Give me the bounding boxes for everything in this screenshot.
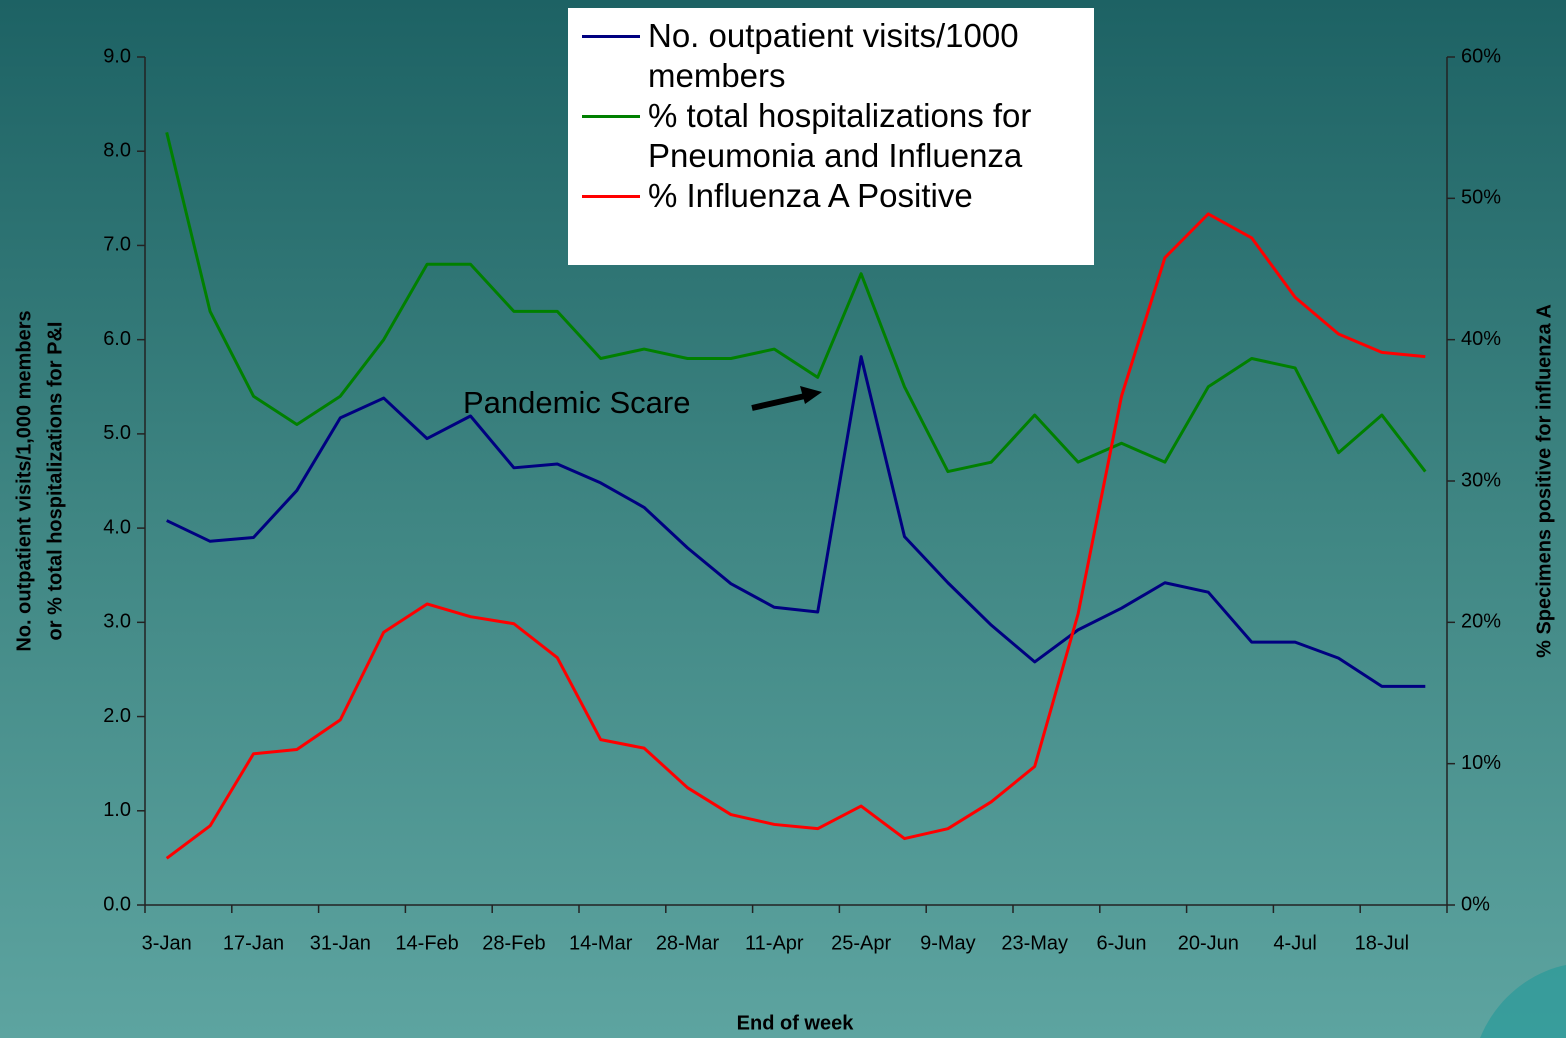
x-tick-label: 18-Jul bbox=[1355, 932, 1409, 954]
y2-tick-label: 60% bbox=[1461, 45, 1501, 67]
x-tick-label: 31-Jan bbox=[310, 932, 371, 954]
y-tick-label: 2.0 bbox=[103, 705, 131, 727]
legend-label: No. outpatient visits/1000 members bbox=[648, 17, 1019, 94]
y-tick-label: 0.0 bbox=[103, 893, 131, 915]
decoration bbox=[1480, 965, 1566, 1038]
y-axis-title: or % total hospitalizations for P&I bbox=[44, 322, 66, 641]
x-tick-label: 4-Jul bbox=[1273, 932, 1316, 954]
y2-axis-title: % Specimens positive for influenza A bbox=[1533, 304, 1555, 658]
series-line bbox=[166, 355, 1426, 688]
y2-tick-label: 30% bbox=[1461, 469, 1501, 491]
y-tick-label: 9.0 bbox=[103, 45, 131, 67]
y-tick-label: 4.0 bbox=[103, 516, 131, 538]
y2-tick-label: 50% bbox=[1461, 187, 1501, 209]
legend-swatch bbox=[582, 195, 640, 198]
legend-entry: % Influenza A Positive bbox=[582, 176, 1094, 216]
y-tick-label: 5.0 bbox=[103, 422, 131, 444]
y2-tick-label: 40% bbox=[1461, 328, 1501, 350]
y-tick-label: 1.0 bbox=[103, 799, 131, 821]
y2-tick-label: 20% bbox=[1461, 611, 1501, 633]
y-tick-label: 7.0 bbox=[103, 234, 131, 256]
y-tick-label: 6.0 bbox=[103, 328, 131, 350]
y2-tick-label: 10% bbox=[1461, 752, 1501, 774]
legend-swatch bbox=[582, 35, 640, 38]
annotation: Pandemic Scare bbox=[463, 385, 690, 420]
x-tick-label: 11-Apr bbox=[745, 932, 804, 954]
y-tick-label: 8.0 bbox=[103, 140, 131, 162]
legend-swatch bbox=[582, 115, 640, 118]
series-line bbox=[165, 212, 1426, 860]
legend: No. outpatient visits/1000 members% tota… bbox=[568, 8, 1094, 265]
legend-label: % total hospitalizations for Pneumonia a… bbox=[648, 97, 1032, 174]
annotation-arrowhead bbox=[800, 386, 822, 404]
x-tick-label: 17-Jan bbox=[223, 932, 284, 954]
y2-tick-label: 0% bbox=[1461, 893, 1490, 915]
x-axis-title: End of week bbox=[737, 1012, 855, 1034]
series-line bbox=[165, 132, 1427, 474]
x-tick-label: 14-Feb bbox=[395, 932, 458, 954]
legend-entry: No. outpatient visits/1000 members bbox=[582, 16, 1094, 96]
x-tick-label: 6-Jun bbox=[1096, 932, 1146, 954]
x-tick-label: 9-May bbox=[920, 932, 976, 954]
x-tick-label: 28-Mar bbox=[656, 932, 720, 954]
x-tick-label: 3-Jan bbox=[142, 932, 192, 954]
y-axis-title: No. outpatient visits/1,000 members bbox=[13, 310, 35, 651]
x-tick-label: 20-Jun bbox=[1178, 932, 1239, 954]
y-tick-label: 3.0 bbox=[103, 611, 131, 633]
x-tick-label: 25-Apr bbox=[831, 932, 891, 954]
legend-entry: % total hospitalizations for Pneumonia a… bbox=[582, 96, 1094, 176]
x-tick-label: 23-May bbox=[1001, 932, 1068, 954]
x-tick-label: 14-Mar bbox=[569, 932, 633, 954]
x-tick-label: 28-Feb bbox=[482, 932, 545, 954]
annotation-arrow bbox=[751, 393, 806, 411]
legend-label: % Influenza A Positive bbox=[648, 177, 973, 214]
